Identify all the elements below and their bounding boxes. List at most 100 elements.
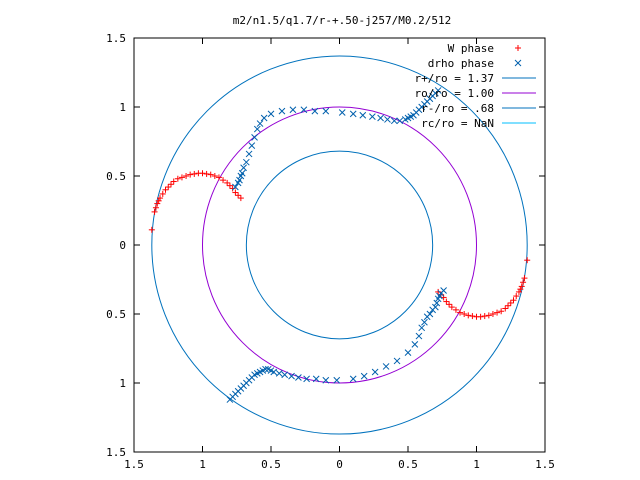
w-phase-point: [155, 197, 162, 204]
w-phase-point: [505, 302, 512, 309]
drho-phase-point: [396, 117, 404, 125]
drho-phase-point: [421, 318, 428, 326]
w-phase-point: [165, 184, 172, 191]
drho-phase-point: [300, 106, 308, 114]
drho-phase-point: [440, 287, 447, 294]
drho-phase-point: [232, 183, 239, 191]
circle-1: [202, 106, 477, 384]
x-tick-label: 0.5: [398, 458, 418, 471]
drho-phase-point: [240, 164, 247, 172]
w-phase-point: [157, 195, 164, 202]
w-phase-point: [446, 301, 453, 308]
w-phase-point: [448, 304, 455, 311]
legend-label: drho phase: [428, 57, 494, 70]
drho-phase-point: [311, 107, 319, 115]
w-phase-point: [224, 179, 231, 186]
w-phase-point: [159, 190, 166, 197]
w-phase-point: [443, 298, 450, 305]
w-phase-point: [235, 192, 242, 199]
w-phase-point: [167, 181, 174, 188]
drho-phase-point: [295, 374, 302, 381]
w-phase-point: [148, 226, 155, 233]
drho-phase-point: [262, 365, 269, 373]
legend-label: W phase: [448, 42, 494, 55]
drho-phase-point: [278, 107, 286, 115]
w-phase-point: [481, 313, 488, 320]
drho-phase-point: [256, 120, 264, 127]
w-phase-point: [207, 171, 214, 178]
w-phase-point: [203, 170, 210, 177]
w-phase-point: [489, 311, 496, 317]
w-phase-point: [502, 305, 509, 312]
drho-phase-point: [418, 324, 426, 332]
drho-phase-point: [322, 376, 330, 384]
drho-phase-point: [242, 158, 250, 166]
drho-phase-point: [382, 363, 390, 370]
w-phase-point: [174, 175, 181, 182]
drho-phase-point: [359, 111, 367, 119]
w-phase-point: [226, 182, 233, 189]
y-tick-label: 1.5: [106, 446, 126, 459]
drho-phase-point: [251, 134, 258, 141]
legend-sample: [515, 45, 521, 51]
w-phase-point: [170, 178, 177, 185]
w-phase-point: [457, 309, 464, 316]
x-tick-label: 1.5: [535, 458, 555, 471]
w-phase-point: [510, 297, 517, 304]
y-tick-label: 1: [119, 101, 126, 114]
w-phase-point: [452, 306, 459, 313]
drho-phase-point: [312, 375, 320, 383]
w-phase-point: [494, 309, 501, 316]
w-phase-point: [507, 299, 514, 306]
w-phase-point: [162, 186, 169, 193]
drho-phase-point: [338, 109, 346, 116]
w-phase-point: [517, 286, 524, 293]
legend-label: r+/ro = 1.37: [415, 72, 494, 85]
y-tick-label: 1: [119, 377, 126, 390]
w-phase-point: [485, 312, 492, 319]
w-phase-point: [187, 171, 194, 178]
legend-label: rc/ro = NaN: [421, 117, 494, 130]
drho-phase-point: [260, 114, 268, 122]
w-phase-point: [518, 283, 525, 290]
drho-phase-point: [267, 110, 275, 118]
drho-phase-point: [369, 113, 376, 121]
x-tick-label: 0: [336, 458, 343, 471]
x-tick-label: 1.5: [124, 458, 144, 471]
legend-label: ro/ro = 1.00: [415, 87, 494, 100]
y-tick-label: 0.5: [106, 170, 126, 183]
w-phase-point: [232, 189, 239, 196]
w-phase-point: [151, 208, 158, 215]
w-phase-point: [521, 275, 528, 282]
legend-sample: [514, 59, 522, 67]
w-phase-point: [191, 170, 198, 177]
drho-phase-point: [288, 372, 295, 380]
axis-ticks: 1.5 1 0.5 0 0.5 1 1.51.510.500.511.5: [106, 32, 555, 471]
w-phase-point: [498, 308, 505, 315]
legend: W phase drho phase r+/ro = 1.37 ro/ro = 1.0…: [415, 42, 536, 130]
x-tick-label: 1: [473, 458, 480, 471]
w-phase-point: [220, 177, 227, 184]
y-tick-label: 0: [119, 239, 126, 252]
drho-phase-point: [289, 106, 297, 114]
drho-phase-point: [349, 110, 357, 118]
x-tick-label: 0.5: [261, 458, 281, 471]
w-phase-point: [513, 293, 520, 300]
drho-phase-point: [303, 375, 310, 383]
y-tick-label: 0.5: [106, 308, 126, 321]
w-phase-point: [154, 200, 161, 207]
legend-label: r-/ro = .68: [421, 102, 494, 115]
drho-phase-point: [237, 172, 245, 180]
w-phase-point: [178, 174, 185, 181]
w-phase-point: [465, 312, 472, 319]
drho-phase-point: [275, 369, 283, 377]
drho-phase-point: [234, 179, 242, 187]
drho-phase-point: [411, 341, 419, 348]
plot-frame: [133, 37, 546, 453]
y-tick-label: 1.5: [106, 32, 126, 45]
drho-phase-point: [360, 372, 368, 380]
drho-phase-point: [253, 125, 261, 133]
w-phase-point: [215, 174, 222, 181]
drho-phase-point: [349, 375, 357, 383]
